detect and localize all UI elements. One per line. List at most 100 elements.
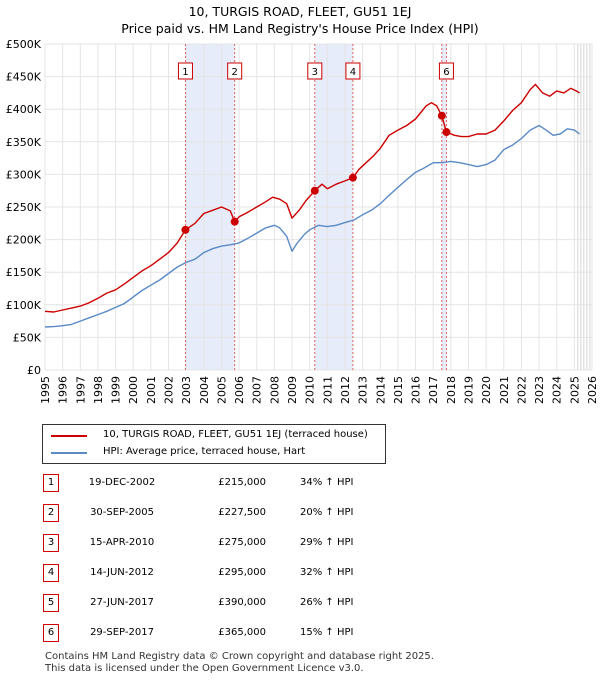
- x-tick-label: 2001: [145, 376, 158, 404]
- transaction-number: 5: [43, 594, 59, 612]
- x-tick-label: 1995: [39, 376, 52, 404]
- y-tick-label: £300K: [6, 168, 42, 181]
- x-tick-label: 2005: [215, 376, 228, 404]
- x-tick-label: 2025: [568, 376, 581, 404]
- x-tick-label: 2012: [339, 376, 352, 404]
- legend-swatch-property: [51, 435, 87, 437]
- x-tick-label: 2003: [180, 376, 193, 404]
- x-tick-label: 2010: [304, 376, 317, 404]
- transaction-price: £215,000: [218, 477, 266, 488]
- legend-label-hpi: HPI: Average price, terraced house, Hart: [103, 446, 306, 457]
- transaction-date: 14-JUN-2012: [90, 567, 154, 578]
- y-tick-label: £250K: [6, 201, 42, 214]
- chart-label-box: [177, 62, 193, 80]
- x-tick-label: 2008: [268, 376, 281, 404]
- x-tick-label: 2014: [374, 376, 387, 404]
- transaction-date: 30-SEP-2005: [90, 507, 154, 518]
- table-row: 3 15-APR-2010 £275,000 29% ↑ HPI: [0, 534, 600, 552]
- chart-label-box: [307, 62, 323, 80]
- transaction-price: £275,000: [218, 537, 266, 548]
- transaction-number: 6: [43, 624, 59, 642]
- transaction-date: 29-SEP-2017: [90, 627, 154, 638]
- transaction-point: [348, 173, 357, 182]
- y-tick-label: £150K: [6, 266, 42, 279]
- y-tick-label: £400K: [6, 103, 42, 116]
- transaction-point: [442, 128, 451, 137]
- chart-title: 10, TURGIS ROAD, FLEET, GU51 1EJ: [188, 4, 412, 19]
- x-tick-label: 2007: [251, 376, 264, 404]
- legend-swatch-hpi: [51, 452, 87, 454]
- y-tick-label: £50K: [13, 331, 42, 344]
- x-tick-label: 1999: [110, 376, 123, 404]
- x-tick-label: 2024: [551, 376, 564, 404]
- price-chart: 1 2 3 4 6 £0 £50K £100K £150K £200K £250K £300K £350…: [6, 38, 599, 404]
- x-tick-label: 1998: [92, 376, 105, 404]
- chart-label-box: [227, 62, 243, 80]
- transaction-price: £390,000: [218, 597, 266, 608]
- x-tick-label: 2002: [163, 376, 176, 404]
- chart-label-box: [438, 62, 454, 80]
- table-row: 5 27-JUN-2017 £390,000 26% ↑ HPI: [0, 594, 600, 612]
- chart-label-text: 6: [443, 67, 449, 78]
- x-tick-label: 2026: [586, 376, 599, 404]
- transaction-point: [310, 186, 319, 195]
- transaction-price: £365,000: [218, 627, 266, 638]
- transaction-hpi: 29% ↑ HPI: [300, 537, 354, 548]
- table-row: 2 30-SEP-2005 £227,500 20% ↑ HPI: [0, 504, 600, 522]
- y-tick-label: £350K: [6, 136, 42, 149]
- x-tick-label: 2020: [480, 376, 493, 404]
- transaction-date: 27-JUN-2017: [90, 597, 154, 608]
- x-tick-label: 1996: [57, 376, 70, 404]
- y-tick-label: £100K: [6, 299, 42, 312]
- transaction-date: 15-APR-2010: [89, 537, 155, 548]
- x-tick-label: 2017: [427, 376, 440, 404]
- transaction-point: [230, 217, 239, 226]
- transaction-number: 2: [43, 504, 59, 522]
- legend: 10, TURGIS ROAD, FLEET, GU51 1EJ (terrac…: [42, 424, 386, 464]
- transaction-number: 3: [43, 534, 59, 552]
- property-price-line: [44, 83, 580, 313]
- x-tick-label: 2019: [462, 376, 475, 404]
- x-tick-label: 2006: [233, 376, 246, 404]
- table-row: 4 14-JUN-2012 £295,000 32% ↑ HPI: [0, 564, 600, 582]
- x-tick-label: 1997: [74, 376, 87, 404]
- transaction-hpi: 20% ↑ HPI: [300, 507, 354, 518]
- x-tick-label: 2016: [410, 376, 423, 404]
- footer-copyright: Contains HM Land Registry data © Crown c…: [45, 651, 434, 662]
- x-tick-label: 2013: [357, 376, 370, 404]
- transaction-hpi: 15% ↑ HPI: [300, 627, 354, 638]
- transaction-price: £295,000: [218, 567, 266, 578]
- chart-label-text: 2: [231, 67, 237, 78]
- table-row: 6 29-SEP-2017 £365,000 15% ↑ HPI: [0, 624, 600, 642]
- y-tick-label: £200K: [6, 234, 42, 247]
- x-tick-label: 2023: [533, 376, 546, 404]
- x-tick-label: 2022: [515, 376, 528, 404]
- x-tick-label: 2004: [198, 376, 211, 404]
- x-tick-label: 2009: [286, 376, 299, 404]
- transaction-number: 1: [43, 474, 59, 492]
- x-tick-label: 2000: [127, 376, 140, 404]
- transaction-hpi: 34% ↑ HPI: [300, 477, 354, 488]
- transaction-number: 4: [43, 564, 59, 582]
- transaction-hpi: 32% ↑ HPI: [300, 567, 354, 578]
- transaction-point: [437, 111, 446, 120]
- legend-label-property: 10, TURGIS ROAD, FLEET, GU51 1EJ (terrac…: [103, 429, 368, 440]
- chart-label-text: 4: [350, 67, 356, 78]
- x-tick-label: 2021: [498, 376, 511, 404]
- chart-subtitle: Price paid vs. HM Land Registry's House …: [121, 21, 479, 36]
- hpi-line: [44, 124, 581, 328]
- y-tick-label: £500K: [6, 38, 42, 51]
- transaction-point: [181, 225, 190, 234]
- x-tick-label: 2018: [445, 376, 458, 404]
- x-tick-label: 2015: [392, 376, 405, 404]
- y-tick-label: £450K: [6, 71, 42, 84]
- footer-licence: This data is licensed under the Open Gov…: [45, 663, 364, 674]
- transaction-price: £227,500: [218, 507, 266, 518]
- chart-label-text: 3: [312, 67, 318, 78]
- chart-label-box: [345, 62, 361, 80]
- table-row: 1 19-DEC-2002 £215,000 34% ↑ HPI: [0, 474, 600, 492]
- y-tick-label: £0: [27, 364, 41, 377]
- x-tick-label: 2011: [321, 376, 334, 404]
- transaction-hpi: 26% ↑ HPI: [300, 597, 354, 608]
- transaction-date: 19-DEC-2002: [88, 477, 156, 488]
